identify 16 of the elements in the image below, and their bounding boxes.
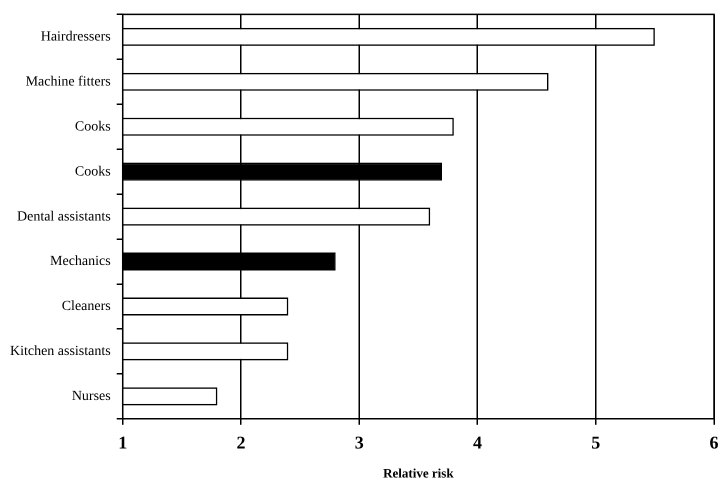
y-tick-label: Machine fitters — [26, 74, 111, 90]
y-tick-label: Hairdressers — [40, 30, 111, 45]
x-tick-label: 4 — [472, 432, 482, 452]
y-tick-label: Mechanics — [50, 254, 111, 270]
y-tick-label: Kitchen assistants — [10, 344, 111, 360]
y-tick-label: Cooks — [74, 119, 111, 134]
y-tick-label: Nurses — [72, 389, 111, 404]
x-tick-label: 6 — [710, 432, 718, 452]
y-tick-label: Cooks — [74, 164, 111, 180]
x-tick-label: 2 — [236, 432, 246, 452]
x-tick-label: 5 — [591, 432, 600, 452]
x-axis-title: Relative risk — [383, 466, 454, 481]
y-tick-label: Dental assistants — [16, 209, 111, 224]
x-tick-label: 1 — [118, 432, 128, 452]
x-tick-label: 3 — [354, 432, 364, 452]
y-tick-label: Cleaners — [62, 299, 111, 314]
